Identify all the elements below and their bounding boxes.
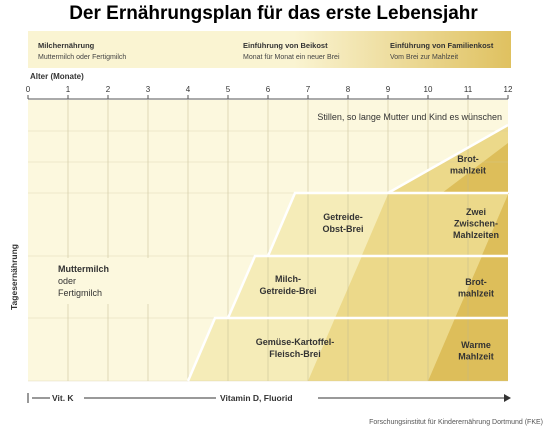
source-credit: Forschungsinstitut für Kinderernährung D… (369, 419, 543, 426)
vitamin-label-k: Vit. K (52, 393, 74, 403)
x-tick-label: 8 (346, 85, 351, 94)
final-meal-label: Warme (461, 340, 491, 350)
phase-subtitle-beikost: Monat für Monat ein neuer Brei (243, 54, 340, 61)
final-meal-label: Zwei (466, 207, 486, 217)
final-meal-label: mahlzeit (458, 289, 494, 299)
transition-zone-1 (308, 318, 455, 381)
transition-zone-3 (361, 193, 509, 256)
x-tick-label: 10 (424, 85, 433, 94)
x-tick-label: 4 (186, 85, 191, 94)
y-axis-label: Tagesernährung (9, 244, 19, 310)
band-border (226, 254, 508, 319)
meal-band-labels: Gemüse-Kartoffel- Fleisch-Brei Milch- Getre… (256, 154, 499, 362)
milk-label-box (55, 258, 173, 304)
x-tick-label: 9 (386, 85, 391, 94)
x-tick-label: 2 (106, 85, 111, 94)
chart-title: Der Ernährungsplan für das erste Lebensj… (69, 3, 478, 24)
phase-title-familienkost: Einführung von Familienkost (390, 41, 494, 50)
final-meal-label: Brot- (457, 154, 479, 164)
final-meal-label: mahlzeit (450, 166, 486, 176)
meal-label: Fleisch-Brei (269, 349, 321, 359)
x-tick-label: 11 (464, 85, 473, 94)
meal-label: Getreide- (323, 212, 363, 222)
vitamin-bar: Vit. K Vitamin D, Fluorid (27, 393, 511, 403)
vitamin-arrow-head (504, 394, 511, 402)
vitamin-label-d: Vitamin D, Fluorid (220, 393, 293, 403)
final-zone-3 (481, 193, 509, 256)
grid (28, 100, 509, 382)
milk-label-line-1: Muttermilch (58, 264, 109, 274)
phase-title-beikost: Einführung von Beikost (243, 41, 328, 50)
x-tick-label: 7 (306, 85, 311, 94)
band-border (186, 316, 508, 382)
final-zone-4 (442, 143, 508, 193)
x-tick-label: 0 (26, 85, 31, 94)
phase-header-band (28, 31, 511, 68)
meal-label: Obst-Brei (322, 224, 363, 234)
final-meal-label: Mahlzeiten (453, 230, 499, 240)
x-axis-ticks: 0 1 2 3 4 5 6 7 8 9 10 11 12 (26, 85, 513, 99)
meal-label: Milch- (275, 274, 301, 284)
x-tick-label: 1 (66, 85, 71, 94)
band-border (387, 123, 509, 195)
x-axis-label: Alter (Monate) (30, 72, 84, 81)
phase-subtitle-familienkost: Vom Brei zur Mahlzeit (390, 54, 458, 61)
meal-label: Getreide-Brei (259, 286, 316, 296)
transition-zone-2 (335, 256, 482, 318)
x-tick-label: 6 (266, 85, 271, 94)
final-meal-label: Brot- (465, 277, 487, 287)
x-tick-label: 3 (146, 85, 151, 94)
final-meal-label: Zwischen- (454, 219, 498, 229)
phase-subtitle-milk: Muttermilch oder Fertigmilch (38, 54, 126, 61)
x-tick-label: 12 (504, 85, 513, 94)
final-meal-label: Mahlzeit (458, 352, 494, 362)
phase-title-milk: Milchernährung (38, 41, 95, 50)
meal-label: Gemüse-Kartoffel- (256, 337, 335, 347)
x-tick-label: 5 (226, 85, 231, 94)
milk-label-line-3: Fertigmilch (58, 288, 102, 298)
band-border (266, 191, 508, 257)
note-breastfeeding: Stillen, so lange Mutter und Kind es wün… (317, 112, 502, 122)
milk-label-line-2: oder (58, 276, 76, 286)
